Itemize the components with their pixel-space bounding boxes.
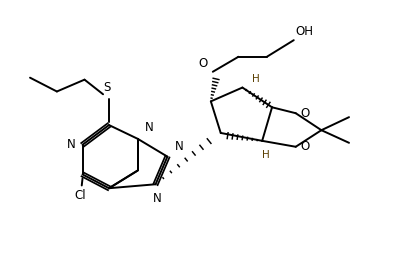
Text: H: H <box>252 74 260 84</box>
Text: H: H <box>262 150 270 159</box>
Text: N: N <box>153 192 162 205</box>
Text: Cl: Cl <box>75 189 86 203</box>
Text: N: N <box>67 138 76 151</box>
Text: O: O <box>300 107 310 120</box>
Text: O: O <box>300 140 310 153</box>
Text: N: N <box>145 121 154 134</box>
Text: N: N <box>175 140 183 154</box>
Text: OH: OH <box>296 25 314 38</box>
Text: S: S <box>103 81 111 94</box>
Text: O: O <box>199 57 208 70</box>
